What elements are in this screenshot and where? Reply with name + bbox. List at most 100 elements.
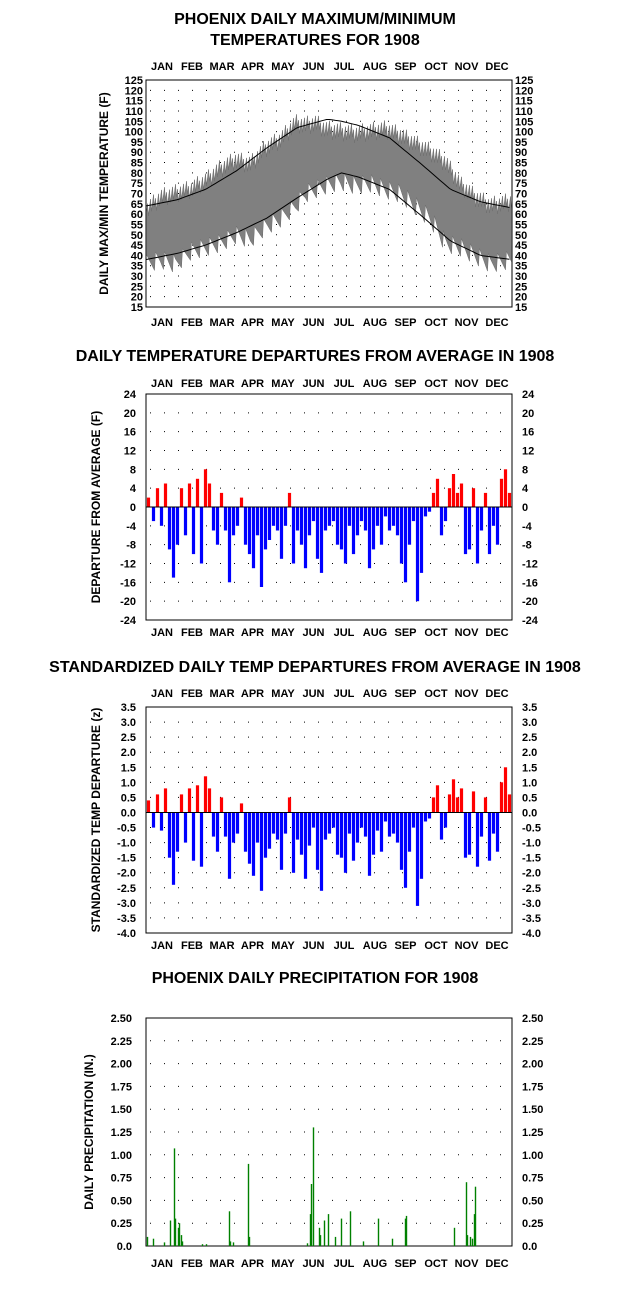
- data-bar: [359, 507, 364, 522]
- month-label-bottom: SEP: [394, 317, 416, 329]
- y-tick-right: 1.00: [522, 1150, 543, 1162]
- data-bar: [179, 794, 184, 813]
- data-bar: [183, 507, 188, 536]
- y-tick-right: 12: [522, 446, 534, 458]
- y-tick-left: 55: [131, 219, 143, 231]
- data-bar: [455, 492, 460, 507]
- month-label-top: MAR: [209, 378, 234, 390]
- y-tick-right: 3.0: [522, 717, 537, 729]
- data-bar: [379, 507, 384, 545]
- y-tick-left: 1.25: [111, 1127, 132, 1139]
- data-bar: [387, 812, 392, 837]
- y-tick-right: 115: [515, 96, 533, 108]
- data-bar: [391, 812, 396, 834]
- data-bar: [473, 1214, 476, 1246]
- data-bar: [447, 794, 452, 813]
- y-tick-left: 1.0: [121, 777, 136, 789]
- y-tick-left: 40: [131, 250, 143, 262]
- month-label-top: JAN: [151, 378, 173, 390]
- data-bar: [195, 785, 200, 813]
- data-bar: [371, 507, 376, 550]
- month-label-top: FEB: [181, 378, 203, 390]
- month-label-top: OCT: [424, 61, 448, 73]
- data-bar: [503, 767, 508, 813]
- data-bar: [479, 507, 484, 531]
- month-label-top: JUN: [302, 61, 324, 73]
- data-bar: [319, 812, 324, 891]
- y-tick-right: -24: [522, 615, 539, 627]
- data-bar: [323, 1220, 326, 1246]
- month-label-bottom: APR: [241, 1258, 264, 1270]
- month-label-bottom: FEB: [181, 940, 203, 952]
- data-bar: [287, 492, 292, 507]
- y-tick-left: 120: [125, 85, 143, 97]
- month-label-bottom: NOV: [455, 627, 480, 639]
- data-bar: [347, 507, 352, 526]
- y-tick-right: 15: [515, 302, 527, 314]
- data-bar: [311, 507, 316, 522]
- y-tick-right: 80: [515, 168, 527, 180]
- data-bar: [207, 483, 212, 507]
- data-bar: [435, 785, 440, 813]
- data-bar: [339, 507, 344, 550]
- data-bar: [487, 812, 492, 861]
- data-bar: [163, 788, 168, 813]
- y-tick-right: 2.25: [522, 1036, 543, 1048]
- y-tick-left: 35: [131, 261, 143, 273]
- data-bar: [180, 1235, 183, 1246]
- data-bar: [175, 507, 180, 545]
- y-tick-right: 0.75: [522, 1173, 543, 1185]
- data-bar: [455, 797, 460, 813]
- data-bar: [327, 1214, 330, 1246]
- y-tick-right: 20: [515, 292, 527, 304]
- data-bar: [362, 1241, 365, 1246]
- month-label-top: MAY: [271, 378, 295, 390]
- data-bar: [471, 1238, 474, 1246]
- data-bar: [443, 812, 448, 828]
- data-bar: [349, 1211, 352, 1246]
- y-tick-right: -4: [522, 521, 533, 533]
- data-bar: [451, 779, 456, 813]
- data-bar: [171, 507, 176, 578]
- month-label-bottom: AUG: [363, 940, 387, 952]
- data-bar: [171, 812, 176, 885]
- data-bar: [303, 812, 308, 879]
- y-tick-left: 15: [131, 302, 143, 314]
- y-tick-left: 60: [131, 209, 143, 221]
- y-tick-left: -0.5: [117, 823, 136, 835]
- y-axis-label: DAILY MAX/MIN TEMPERATURE (F): [97, 92, 111, 294]
- data-bar: [247, 1163, 250, 1246]
- y-tick-left: 75: [131, 178, 143, 190]
- data-bar: [239, 803, 244, 813]
- data-bar: [474, 1186, 477, 1246]
- y-tick-left: 20: [131, 292, 143, 304]
- data-bar: [163, 1242, 166, 1246]
- y-tick-right: 1.5: [522, 762, 537, 774]
- data-bar: [403, 507, 408, 583]
- data-bar: [431, 492, 436, 507]
- data-bar: [367, 507, 372, 569]
- data-bar: [399, 812, 404, 870]
- y-tick-left: 50: [131, 230, 143, 242]
- month-label-bottom: MAR: [209, 940, 234, 952]
- y-tick-right: 125: [515, 75, 533, 87]
- month-label-top: NOV: [455, 688, 480, 700]
- data-bar: [309, 1214, 312, 1246]
- data-bar: [167, 812, 172, 858]
- y-tick-left: -4.0: [117, 928, 136, 940]
- month-label-top: MAY: [271, 61, 295, 73]
- y-tick-right: 1.0: [522, 777, 537, 789]
- data-bar: [391, 1238, 394, 1246]
- data-bar: [146, 1236, 149, 1246]
- data-bar: [179, 488, 184, 507]
- data-bar: [375, 507, 380, 526]
- y-tick-right: 35: [515, 261, 527, 273]
- y-tick-right: -12: [522, 559, 538, 571]
- data-bar: [271, 507, 276, 526]
- y-tick-left: 0.25: [111, 1218, 132, 1230]
- data-bar: [471, 488, 476, 507]
- month-label-bottom: SEP: [394, 627, 416, 639]
- data-bar: [507, 794, 512, 813]
- data-bar: [312, 1127, 315, 1246]
- y-tick-right: 55: [515, 219, 527, 231]
